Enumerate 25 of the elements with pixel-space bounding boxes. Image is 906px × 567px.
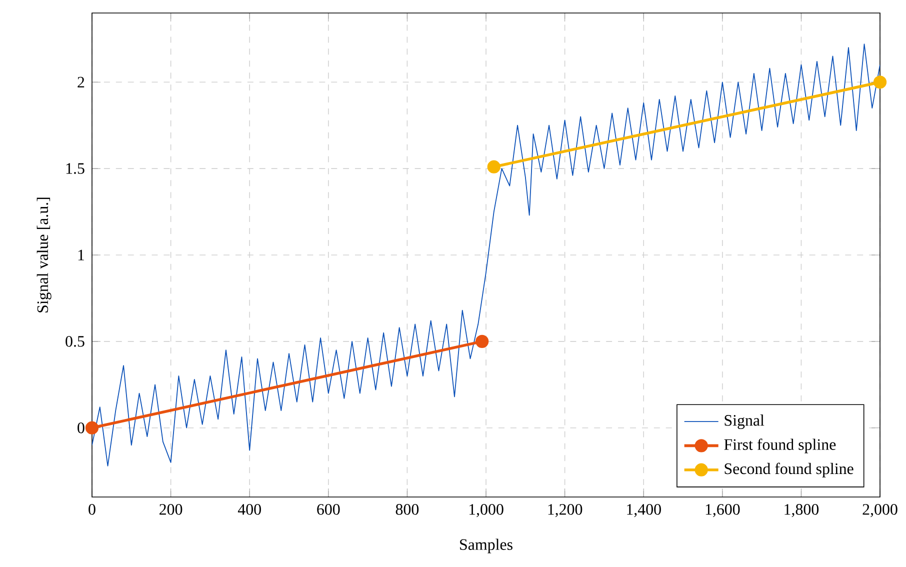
x-tick-label: 1,200 [548, 504, 582, 518]
point [487, 160, 500, 174]
x-tick-label: 1,000 [469, 504, 504, 518]
y-tick-label: 2 [78, 76, 84, 88]
x-axis-title: Samples [460, 538, 512, 554]
x-tick-label: 800 [396, 504, 419, 515]
x-tick-label: 200 [160, 504, 182, 515]
x-tick-label: 1,600 [706, 504, 740, 518]
x-tick-label: 400 [238, 504, 261, 515]
legend-label: First found spline [724, 438, 836, 454]
x-tick-label: 1,400 [627, 504, 661, 518]
x-tick-label: 600 [317, 504, 340, 515]
y-tick-label: 1.5 [66, 163, 84, 174]
y-axis-title: Signal value [a.u.] [36, 198, 52, 312]
y-tick-label: 1 [78, 250, 84, 260]
x-tick-label: 2,000 [862, 504, 898, 518]
point [873, 76, 887, 89]
x-tick-label: 0 [88, 504, 96, 515]
y-tick-label: 0.5 [66, 336, 84, 347]
x-tick-label: 1,800 [784, 504, 819, 518]
y-tick-label: 0 [78, 422, 84, 434]
point [475, 334, 489, 348]
legend-label: Second found spline [724, 462, 854, 478]
point [85, 421, 99, 434]
legend-label: Signal [724, 414, 764, 430]
